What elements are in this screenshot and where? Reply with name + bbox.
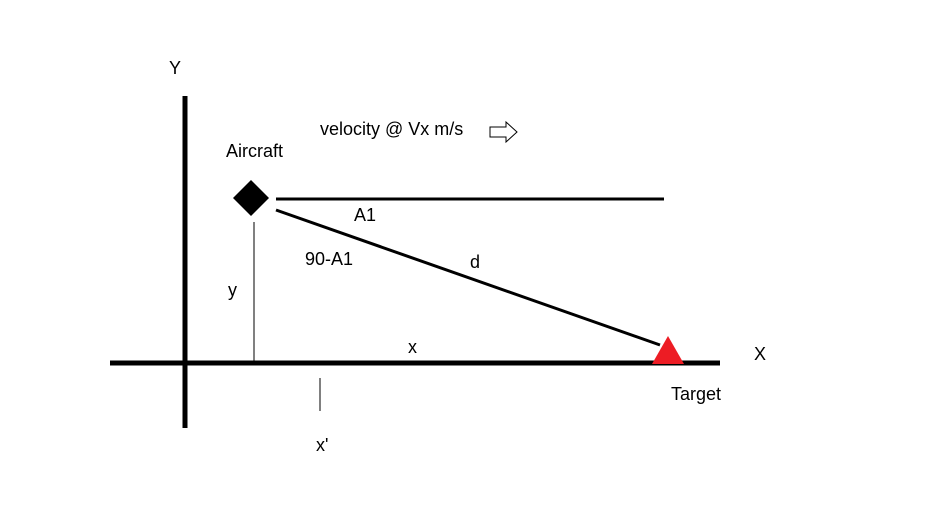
height-y-label: y: [228, 280, 237, 300]
y-axis-label: Y: [169, 58, 181, 78]
target-triangle-icon: [652, 336, 684, 364]
distance-d-label: d: [470, 252, 480, 272]
complement-angle-label: 90-A1: [305, 249, 353, 269]
angle-a1-label: A1: [354, 205, 376, 225]
line-of-sight-d: [275, 208, 661, 347]
x-axis-label: X: [754, 344, 766, 364]
velocity-label: velocity @ Vx m/s: [320, 119, 463, 139]
x-prime-label: x': [316, 435, 328, 455]
horizontal-x-label: x: [408, 337, 417, 357]
target-label: Target: [671, 384, 721, 404]
aircraft-label: Aircraft: [226, 141, 283, 161]
aircraft-diamond-icon: [233, 180, 269, 216]
right-arrow-icon: [489, 120, 518, 144]
